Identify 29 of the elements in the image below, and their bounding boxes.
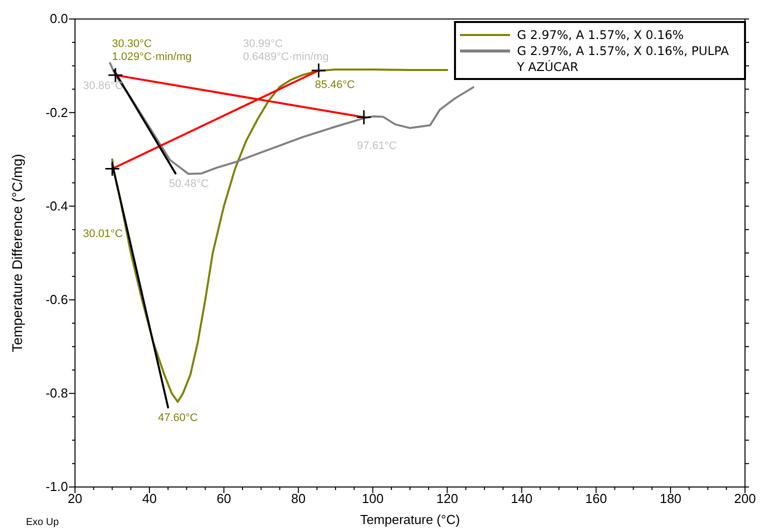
annotation: 30.99°C 0.6489°C·min/mg xyxy=(243,38,329,63)
x-tick-label: 180 xyxy=(660,491,682,506)
annotation: 85.46°C xyxy=(315,79,355,91)
annotation: 30.01°C xyxy=(83,228,123,240)
legend-label: G 2.97%, A 1.57%, X 0.16% xyxy=(517,28,684,42)
annotation: 97.61°C xyxy=(357,140,397,152)
x-axis-title: Temperature (°C) xyxy=(360,512,460,527)
annotation: 30.86°C xyxy=(83,80,123,92)
x-tick-label: 140 xyxy=(510,491,533,506)
y-tick-label: -0.2 xyxy=(46,104,68,120)
x-tick-label: 20 xyxy=(68,491,82,506)
y-tick-label: -1.0 xyxy=(46,479,68,494)
annotation: 47.60°C xyxy=(158,412,198,424)
x-tick-label: 80 xyxy=(291,491,306,506)
y-tick-label: -0.4 xyxy=(46,198,68,214)
x-tick-label: 160 xyxy=(585,491,607,506)
annotation: 50.48°C xyxy=(169,178,209,190)
text: Exo Up xyxy=(26,517,60,528)
y-tick-label: 0.0 xyxy=(50,11,68,26)
x-tick-label: 120 xyxy=(436,491,458,506)
y-tick-label: -0.8 xyxy=(46,386,68,401)
x-tick-label: 100 xyxy=(362,491,384,506)
y-tick-label: -0.6 xyxy=(46,292,68,307)
x-tick-label: 200 xyxy=(734,491,756,506)
y-axis-title: Temperature Difference (°C/mg) xyxy=(9,154,25,352)
x-tick-label: 60 xyxy=(216,491,232,506)
legend-label: G 2.97%, A 1.57%, X 0.16%, PULPA Y AZÚCAR xyxy=(516,44,730,74)
x-tick-label: 40 xyxy=(142,491,157,506)
annotation: 30.30°C 1.029°C·min/mg xyxy=(112,38,192,63)
